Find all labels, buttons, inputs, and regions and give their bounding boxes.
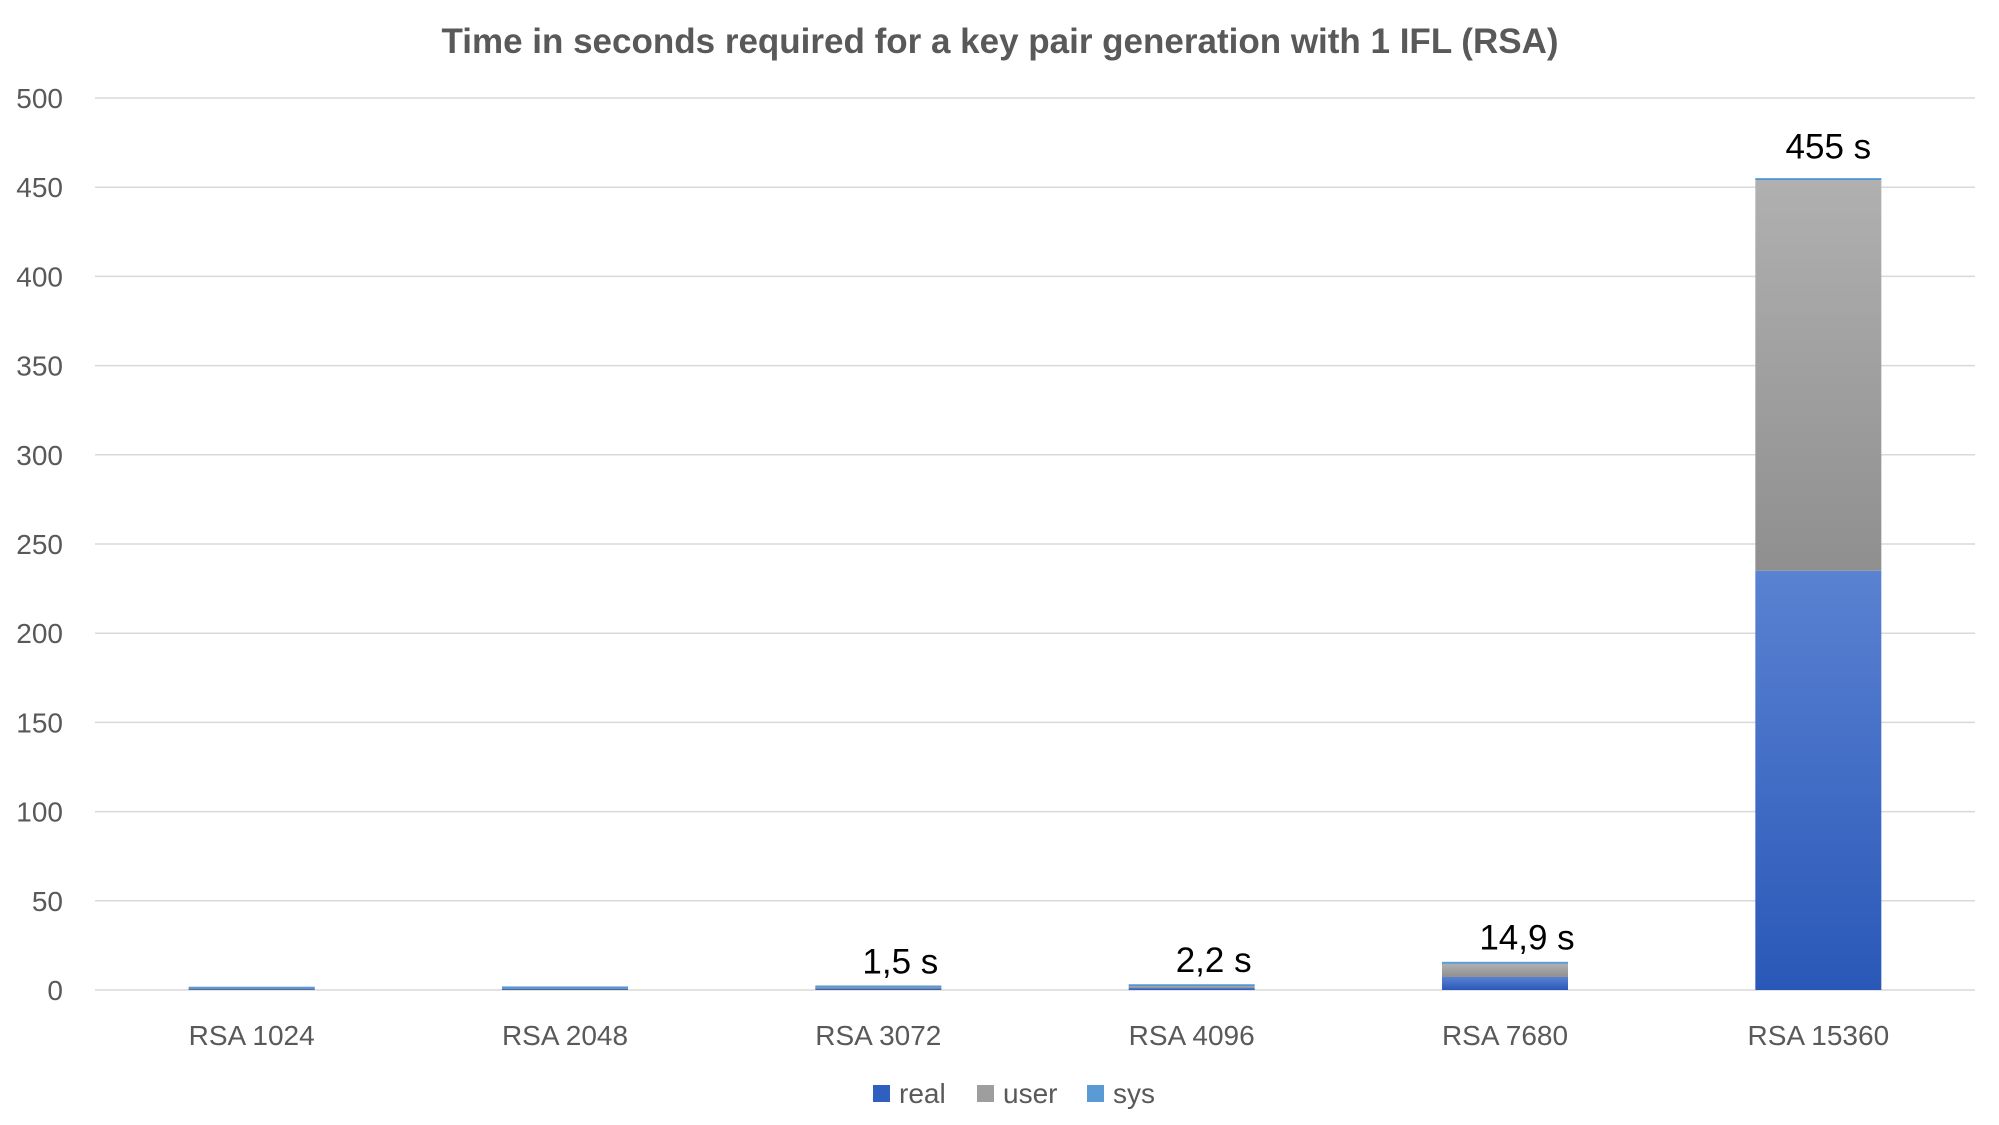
y-tick-label: 250	[16, 529, 63, 560]
bar-stack	[1755, 178, 1882, 990]
bar-stack	[188, 986, 315, 990]
bar-segment-user	[1128, 986, 1255, 989]
chart-title: Time in seconds required for a key pair …	[441, 22, 1558, 61]
x-category-label: RSA 1024	[189, 1020, 315, 1051]
bar-segment-sys	[1755, 178, 1882, 181]
legend-label: user	[1003, 1078, 1057, 1109]
y-tick-label: 200	[16, 618, 63, 649]
bar-segment-real	[815, 988, 942, 990]
data-label: 1,5 s	[862, 942, 938, 981]
y-tick-label: 450	[16, 172, 63, 203]
bar-segment-user	[1755, 180, 1882, 571]
y-tick-label: 0	[47, 975, 63, 1006]
bar-segment-real	[1128, 988, 1255, 990]
y-tick-label: 100	[16, 797, 63, 828]
legend-label: sys	[1113, 1078, 1155, 1109]
bar-segment-user	[815, 986, 942, 989]
bar-stack	[815, 985, 942, 990]
data-label: 455 s	[1786, 127, 1872, 166]
bar-segment-real	[1442, 976, 1568, 990]
data-label: 14,9 s	[1479, 918, 1574, 957]
bar-segment-sys	[1442, 961, 1568, 964]
legend-swatch	[977, 1085, 994, 1102]
legend-item-user: user	[977, 1078, 1057, 1109]
y-tick-label: 500	[16, 83, 63, 114]
data-labels: 1,5 s 2,2 s 14,9 s 455 s	[862, 127, 1871, 981]
bar-stack	[502, 986, 628, 990]
bar-segment-sys	[188, 986, 315, 989]
y-tick-label: 350	[16, 351, 63, 382]
x-category-label: RSA 7680	[1442, 1020, 1568, 1051]
legend-item-real: real	[873, 1078, 946, 1109]
x-category-label: RSA 3072	[815, 1020, 941, 1051]
y-axis-ticks: 0 50 100 150 200 250 300 350 400 450 500	[16, 83, 63, 1006]
x-category-label: RSA 4096	[1129, 1020, 1255, 1051]
legend-item-sys: sys	[1087, 1078, 1155, 1109]
x-category-label: RSA 15360	[1747, 1020, 1889, 1051]
legend-swatch	[1087, 1085, 1104, 1102]
bar-segment-sys	[1128, 984, 1255, 987]
legend-swatch	[873, 1085, 890, 1102]
bar-segment-user	[1442, 963, 1568, 977]
bar-stack	[1128, 984, 1255, 990]
y-tick-label: 50	[32, 886, 63, 917]
y-tick-label: 300	[16, 440, 63, 471]
bar-stack	[1442, 961, 1568, 990]
y-tick-label: 400	[16, 261, 63, 292]
legend-label: real	[899, 1078, 946, 1109]
data-label: 2,2 s	[1176, 941, 1252, 980]
bar-segment-sys	[502, 986, 628, 989]
x-category-label: RSA 2048	[502, 1020, 628, 1051]
bars	[188, 178, 1882, 990]
y-tick-label: 150	[16, 707, 63, 738]
gridlines	[95, 97, 1975, 991]
bar-segment-real	[1755, 570, 1882, 990]
x-axis-categories: RSA 1024 RSA 2048 RSA 3072 RSA 4096 RSA 7680…	[189, 1020, 1890, 1051]
bar-segment-sys	[815, 985, 942, 988]
legend: real user sys	[873, 1078, 1155, 1109]
